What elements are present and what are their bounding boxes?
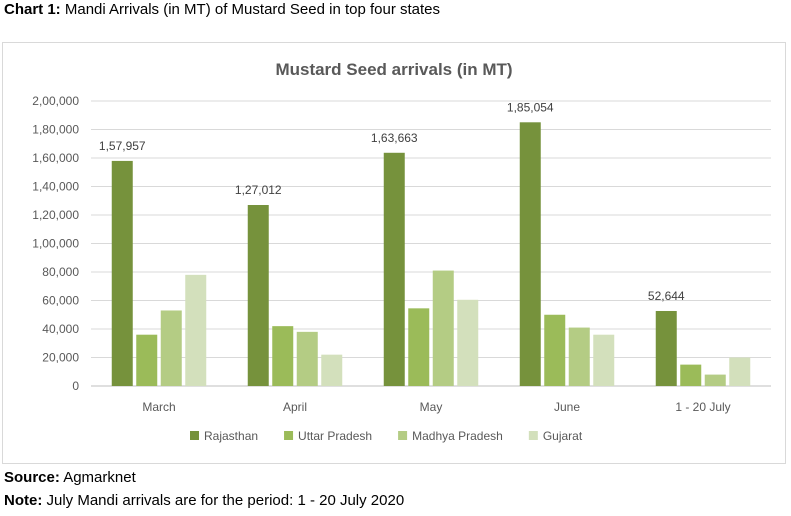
bar xyxy=(296,331,318,386)
x-tick-label: April xyxy=(283,400,307,414)
bar xyxy=(704,374,726,386)
source-line: Source: Agmarknet xyxy=(4,469,136,486)
caption-label: Chart 1: xyxy=(4,1,61,18)
y-tick-label: 1,80,000 xyxy=(32,123,79,137)
y-tick-label: 1,40,000 xyxy=(32,180,79,194)
bar xyxy=(272,326,294,386)
y-tick-label: 40,000 xyxy=(42,322,79,336)
legend-swatch xyxy=(284,431,294,440)
bar xyxy=(247,205,269,386)
y-tick-label: 0 xyxy=(72,379,79,393)
y-axis-ticks: 0 20,000 40,000 60,000 80,000 1,00,000 1,20,00… xyxy=(32,94,79,393)
bar xyxy=(185,274,207,386)
caption-text: Mandi Arrivals (in MT) of Mustard Seed i… xyxy=(64,1,441,18)
bars xyxy=(111,122,751,387)
x-axis-ticks: March April May June 1 - 20 July xyxy=(142,400,730,414)
legend-swatch xyxy=(398,431,408,440)
x-tick-label: May xyxy=(420,400,443,414)
legend-label: Uttar Pradesh xyxy=(298,429,372,443)
bar xyxy=(568,327,590,386)
chart-title: Mustard Seed arrivals (in MT) xyxy=(275,60,512,79)
bar xyxy=(408,308,430,386)
bar xyxy=(593,334,615,386)
bar xyxy=(321,354,343,386)
x-tick-label: June xyxy=(554,400,580,414)
bar xyxy=(457,299,479,386)
legend-swatch xyxy=(190,431,199,440)
bar xyxy=(729,357,751,386)
bar xyxy=(111,160,133,386)
note-label: Note: xyxy=(4,492,43,509)
bar xyxy=(544,314,566,386)
y-tick-label: 60,000 xyxy=(42,294,79,308)
legend-label: Gujarat xyxy=(543,429,583,443)
y-tick-label: 1,00,000 xyxy=(32,237,79,251)
data-label: 1,27,012 xyxy=(235,183,282,197)
source-label: Source: xyxy=(4,469,60,486)
x-tick-label: 1 - 20 July xyxy=(675,400,730,414)
bar xyxy=(136,334,158,386)
legend-swatch xyxy=(528,431,538,440)
bar xyxy=(680,364,702,386)
data-label: 1,85,054 xyxy=(507,100,554,114)
y-tick-label: 1,60,000 xyxy=(32,151,79,165)
y-tick-label: 80,000 xyxy=(42,265,79,279)
bar xyxy=(432,270,454,386)
data-label: 1,63,663 xyxy=(371,131,418,145)
source-text: Agmarknet xyxy=(63,469,136,486)
note-text: July Mandi arrivals are for the period: … xyxy=(46,492,405,509)
legend: Rajasthan Uttar Pradesh Madhya Pradesh Guja… xyxy=(190,429,583,443)
x-tick-label: March xyxy=(142,400,175,414)
y-tick-label: 20,000 xyxy=(42,351,79,365)
bar xyxy=(519,122,541,387)
bar xyxy=(160,310,182,386)
y-tick-label: 2,00,000 xyxy=(32,94,79,108)
bar-chart: Mustard Seed arrivals (in MT) 0 20,000 40,… xyxy=(32,60,771,443)
chart-caption: Chart 1: Mandi Arrivals (in MT) of Musta… xyxy=(4,1,440,18)
data-label: 1,57,957 xyxy=(99,139,146,153)
bar xyxy=(655,310,677,386)
chart-container: Mustard Seed arrivals (in MT) 0 20,000 40,… xyxy=(2,42,786,464)
data-label: 52,644 xyxy=(648,289,685,303)
legend-label: Madhya Pradesh xyxy=(412,429,503,443)
y-tick-label: 1,20,000 xyxy=(32,208,79,222)
legend-label: Rajasthan xyxy=(204,429,258,443)
data-labels: 1,57,957 1,27,012 1,63,663 1,85,054 52,644 xyxy=(99,100,685,303)
note-line: Note: July Mandi arrivals are for the pe… xyxy=(4,492,404,509)
bar xyxy=(383,152,405,386)
